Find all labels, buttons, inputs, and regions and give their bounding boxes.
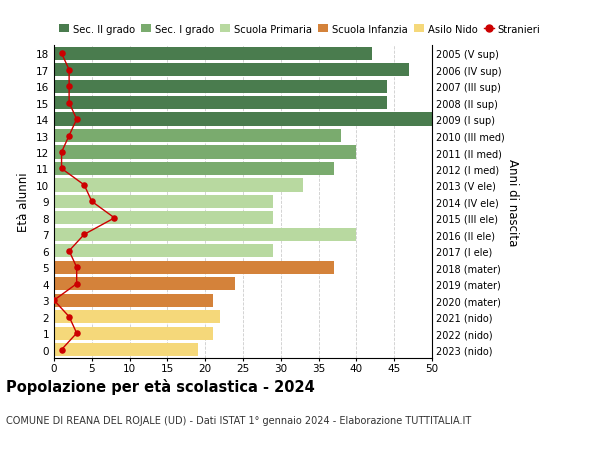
Point xyxy=(57,165,67,173)
Bar xyxy=(54,146,356,159)
Point xyxy=(110,215,119,222)
Point xyxy=(72,280,82,288)
Point xyxy=(72,264,82,271)
Point xyxy=(64,83,74,90)
Bar xyxy=(54,48,371,61)
Bar xyxy=(54,80,386,94)
Bar xyxy=(54,245,273,258)
Bar xyxy=(54,261,334,274)
Point xyxy=(57,346,67,353)
Text: COMUNE DI REANA DEL ROJALE (UD) - Dati ISTAT 1° gennaio 2024 - Elaborazione TUTT: COMUNE DI REANA DEL ROJALE (UD) - Dati I… xyxy=(6,415,471,425)
Bar xyxy=(54,179,304,192)
Point xyxy=(72,330,82,337)
Point xyxy=(72,116,82,123)
Legend: Sec. II grado, Sec. I grado, Scuola Primaria, Scuola Infanzia, Asilo Nido, Stran: Sec. II grado, Sec. I grado, Scuola Prim… xyxy=(59,25,541,35)
Point xyxy=(64,313,74,321)
Y-axis label: Anni di nascita: Anni di nascita xyxy=(506,158,519,246)
Point xyxy=(57,149,67,157)
Point xyxy=(79,231,89,239)
Bar xyxy=(54,310,220,324)
Bar xyxy=(54,278,235,291)
Bar xyxy=(54,162,334,176)
Text: Popolazione per età scolastica - 2024: Popolazione per età scolastica - 2024 xyxy=(6,379,315,395)
Y-axis label: Età alunni: Età alunni xyxy=(17,172,31,232)
Bar xyxy=(54,196,273,208)
Bar xyxy=(54,228,356,241)
Point xyxy=(57,50,67,58)
Point xyxy=(79,182,89,189)
Bar xyxy=(54,327,213,340)
Point xyxy=(49,297,59,304)
Bar xyxy=(54,294,213,307)
Bar xyxy=(54,130,341,143)
Bar xyxy=(54,97,386,110)
Bar xyxy=(54,212,273,225)
Point xyxy=(87,198,97,206)
Bar xyxy=(54,343,197,356)
Point xyxy=(64,100,74,107)
Point xyxy=(64,247,74,255)
Bar xyxy=(54,64,409,77)
Point xyxy=(64,133,74,140)
Point xyxy=(64,67,74,74)
Bar xyxy=(54,113,432,126)
